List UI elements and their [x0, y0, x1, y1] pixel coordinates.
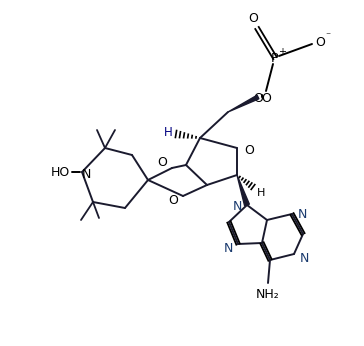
- Text: HO: HO: [50, 165, 70, 179]
- Text: H: H: [164, 126, 173, 138]
- Text: O: O: [253, 92, 263, 106]
- Text: +: +: [278, 47, 286, 57]
- Text: P: P: [271, 52, 279, 64]
- Text: O: O: [157, 156, 167, 170]
- Text: NH₂: NH₂: [256, 289, 280, 301]
- Polygon shape: [237, 175, 249, 206]
- Text: O: O: [244, 144, 254, 156]
- Polygon shape: [228, 95, 259, 112]
- Text: O: O: [248, 12, 258, 26]
- Text: N: N: [299, 252, 309, 264]
- Text: ⁻: ⁻: [325, 31, 331, 41]
- Text: O: O: [261, 91, 271, 104]
- Text: H: H: [257, 188, 265, 198]
- Text: N: N: [223, 242, 233, 255]
- Text: O: O: [315, 36, 325, 48]
- Text: N: N: [232, 200, 242, 213]
- Text: N: N: [81, 167, 91, 181]
- Text: O: O: [168, 194, 178, 208]
- Text: N: N: [297, 208, 307, 220]
